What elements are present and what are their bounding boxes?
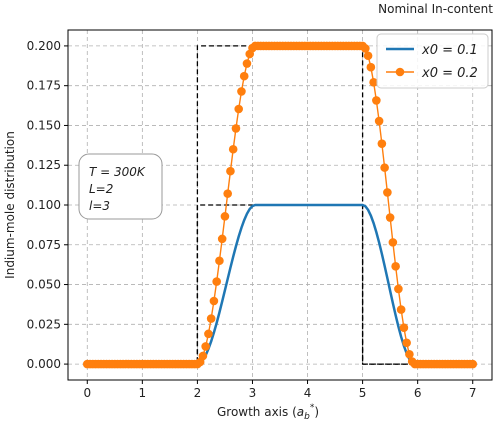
annotation-line-length: L=2	[89, 182, 113, 196]
legend-marker-x0-0.2	[395, 67, 405, 77]
annotation-box-frame	[78, 153, 163, 220]
x-tick-label: 6	[414, 386, 422, 400]
legend-label-x0-0.2: x0 = 0.2	[421, 66, 478, 81]
data-point	[201, 342, 210, 351]
data-point	[402, 338, 411, 348]
data-point	[369, 77, 378, 87]
x-tick-label: 2	[194, 386, 202, 400]
data-point	[239, 71, 249, 81]
x-axis-label-symbol: a	[297, 405, 304, 419]
data-point	[405, 349, 414, 359]
annotation-line-well: l=3	[89, 199, 110, 213]
data-point	[220, 212, 230, 221]
legend: x0 = 0.1 x0 = 0.2	[376, 33, 489, 89]
legend-frame	[376, 33, 489, 89]
y-axis-label: Indium-mole distribution	[3, 131, 17, 279]
x-tick-label: 4	[304, 386, 312, 400]
x-axis-label: Growth axis (ab*)	[217, 403, 319, 422]
x-tick-label: 3	[249, 386, 257, 400]
y-axis-ticks: 0.000 0.025 0.050 0.075 0.100 0.125 0.150 0.175…	[27, 39, 68, 371]
y-tick-label: 0.150	[27, 118, 61, 132]
y-tick-label: 0.125	[27, 158, 61, 172]
y-tick-label: 0.000	[27, 357, 61, 371]
x-axis-label-main: Growth axis (	[217, 405, 297, 419]
data-point	[388, 238, 398, 247]
data-point	[385, 213, 395, 222]
data-point	[212, 277, 221, 286]
data-point	[380, 163, 389, 172]
data-point	[223, 189, 232, 198]
x-axis-label-subscript: b	[304, 412, 310, 422]
data-point	[231, 124, 241, 133]
data-point	[209, 296, 219, 306]
data-point	[377, 139, 387, 148]
data-point	[391, 262, 400, 271]
data-point	[394, 284, 403, 294]
series-x0-0.2	[82, 41, 478, 369]
x-axis-label-close: )	[314, 405, 319, 419]
data-point	[228, 144, 238, 154]
data-point	[383, 188, 392, 197]
annotation-line-temperature: T = 300K	[89, 165, 146, 179]
y-tick-label: 0.025	[27, 317, 61, 331]
data-point	[399, 323, 409, 333]
data-point	[198, 351, 208, 361]
data-point	[217, 234, 227, 244]
data-point	[363, 51, 373, 61]
data-point	[468, 359, 478, 369]
data-point	[215, 256, 224, 266]
data-point	[237, 87, 246, 96]
x-tick-label: 1	[139, 386, 147, 400]
data-point	[361, 44, 370, 53]
data-point	[372, 96, 381, 105]
data-point	[242, 59, 252, 68]
x-axis-ticks: 0 1 2 3 4 5 6 7	[83, 380, 477, 400]
y-tick-label: 0.175	[27, 79, 61, 93]
legend-label-x0-0.1: x0 = 0.1	[421, 43, 478, 58]
y-tick-label: 0.200	[27, 39, 61, 53]
x-tick-label: 5	[359, 386, 367, 400]
x-axis-label-superscript: *	[310, 403, 315, 413]
y-tick-label: 0.075	[27, 238, 61, 252]
data-point	[226, 166, 235, 176]
chart-title: Nominal In-content	[378, 2, 493, 16]
annotation-box: T = 300K L=2 l=3	[78, 153, 163, 220]
data-point	[374, 116, 384, 126]
x-tick-label: 7	[469, 386, 477, 400]
data-point	[396, 305, 406, 314]
data-point	[204, 329, 213, 339]
y-tick-label: 0.100	[27, 198, 61, 212]
y-tick-label: 0.050	[27, 278, 61, 292]
data-point	[206, 314, 216, 323]
data-point	[234, 104, 243, 114]
series-layer	[82, 41, 478, 369]
x-tick-label: 0	[83, 386, 91, 400]
data-point	[366, 62, 376, 72]
